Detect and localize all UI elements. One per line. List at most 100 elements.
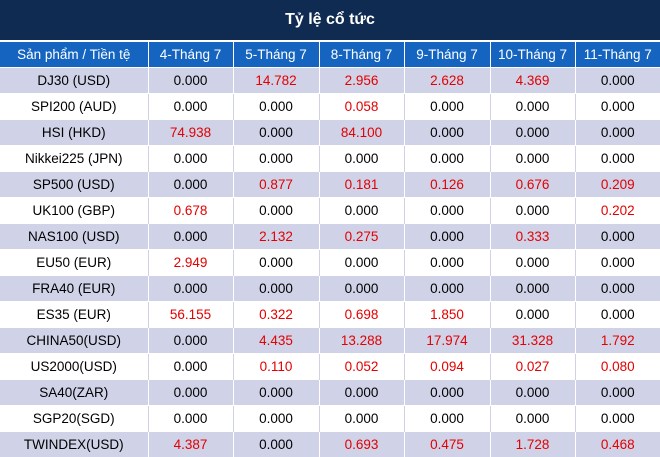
header-date: 10-Tháng 7 [489, 41, 575, 68]
dividend-value: 0.000 [574, 145, 660, 172]
dividend-value: 0.275 [318, 223, 404, 250]
dividend-value: 31.328 [489, 327, 575, 354]
dividend-value: 1.850 [403, 301, 490, 328]
dividend-value: 14.782 [232, 67, 319, 94]
dividend-value: 0.000 [574, 223, 660, 250]
header-row: Sản phẩm / Tiền tệ 4-Tháng 7 5-Tháng 7 8… [0, 41, 660, 68]
table-row: EU50 (EUR) 2.949 0.000 0.000 0.000 0.000 0.000 [0, 249, 660, 276]
dividend-value: 0.000 [574, 93, 660, 120]
dividend-value: 0.000 [489, 275, 575, 302]
table-row: TWINDEX(USD) 4.387 0.000 0.693 0.475 1.728 0.4… [0, 431, 660, 457]
dividend-value: 0.333 [489, 223, 575, 250]
product-name: NAS100 (USD) [0, 223, 148, 250]
table-row: FRA40 (EUR) 0.000 0.000 0.000 0.000 0.000 0.00… [0, 275, 660, 302]
table-row: SPI200 (AUD) 0.000 0.000 0.058 0.000 0.000 0.0… [0, 93, 660, 120]
dividend-value: 0.126 [403, 171, 490, 198]
dividend-value: 2.949 [147, 249, 233, 276]
dividend-value: 0.000 [403, 119, 490, 146]
dividend-value: 0.000 [147, 171, 233, 198]
dividend-value: 0.052 [318, 353, 404, 380]
dividend-value: 0.000 [318, 379, 404, 406]
table-row: SA40(ZAR) 0.000 0.000 0.000 0.000 0.000 0.000 [0, 379, 660, 406]
dividend-value: 4.369 [489, 67, 575, 94]
product-name: CHINA50(USD) [0, 327, 148, 354]
dividend-value: 0.000 [318, 145, 404, 172]
dividend-value: 0.000 [147, 275, 233, 302]
product-name: SP500 (USD) [0, 171, 148, 198]
dividend-value: 0.000 [232, 275, 319, 302]
dividend-value: 2.132 [232, 223, 319, 250]
dividend-value: 0.000 [232, 249, 319, 276]
dividend-value: 0.000 [403, 405, 490, 432]
table-row: CHINA50(USD) 0.000 4.435 13.288 17.974 31.328… [0, 327, 660, 354]
dividend-value: 74.938 [147, 119, 233, 146]
dividend-value: 1.792 [574, 327, 660, 354]
header-date: 4-Tháng 7 [147, 41, 233, 68]
table-row: DJ30 (USD) 0.000 14.782 2.956 2.628 4.369 0.00… [0, 67, 660, 94]
dividend-value: 0.000 [147, 93, 233, 120]
dividend-value: 0.000 [318, 275, 404, 302]
table-row: US2000(USD) 0.000 0.110 0.052 0.094 0.027 0.08… [0, 353, 660, 380]
table-row: ES35 (EUR) 56.155 0.322 0.698 1.850 0.000 0.00… [0, 301, 660, 328]
dividend-value: 0.000 [232, 197, 319, 224]
dividend-value: 0.000 [403, 93, 490, 120]
header-date: 11-Tháng 7 [574, 41, 660, 68]
dividend-value: 0.080 [574, 353, 660, 380]
dividend-value: 0.000 [403, 197, 490, 224]
dividend-value: 0.000 [318, 249, 404, 276]
product-name: DJ30 (USD) [0, 67, 148, 94]
dividend-value: 13.288 [318, 327, 404, 354]
dividend-value: 0.000 [403, 275, 490, 302]
dividend-value: 0.698 [318, 301, 404, 328]
dividend-table: Sản phẩm / Tiền tệ 4-Tháng 7 5-Tháng 7 8… [0, 41, 660, 457]
dividend-value: 0.000 [147, 353, 233, 380]
header-product: Sản phẩm / Tiền tệ [0, 41, 148, 68]
dividend-value: 0.027 [489, 353, 575, 380]
dividend-value: 0.000 [489, 405, 575, 432]
dividend-value: 0.000 [232, 405, 319, 432]
dividend-value: 0.000 [489, 93, 575, 120]
product-name: HSI (HKD) [0, 119, 148, 146]
dividend-value: 0.322 [232, 301, 319, 328]
dividend-value: 0.000 [489, 379, 575, 406]
dividend-value: 0.877 [232, 171, 319, 198]
dividend-value: 0.000 [489, 249, 575, 276]
dividend-value: 4.387 [147, 431, 233, 457]
dividend-value: 0.000 [489, 197, 575, 224]
table-row: Nikkei225 (JPN) 0.000 0.000 0.000 0.000 0.000… [0, 145, 660, 172]
dividend-value: 0.000 [574, 67, 660, 94]
panel-title: Tỷ lệ cổ tức [0, 0, 660, 41]
dividend-value: 0.000 [574, 301, 660, 328]
dividend-value: 0.000 [147, 223, 233, 250]
dividend-value: 0.209 [574, 171, 660, 198]
dividend-value: 4.435 [232, 327, 319, 354]
product-name: SPI200 (AUD) [0, 93, 148, 120]
product-name: FRA40 (EUR) [0, 275, 148, 302]
dividend-value: 0.110 [232, 353, 319, 380]
table-row: UK100 (GBP) 0.678 0.000 0.000 0.000 0.000 0.20… [0, 197, 660, 224]
dividend-value: 0.000 [318, 405, 404, 432]
dividend-value: 0.468 [574, 431, 660, 457]
product-name: ES35 (EUR) [0, 301, 148, 328]
dividend-value: 0.000 [489, 145, 575, 172]
dividend-value: 2.628 [403, 67, 490, 94]
product-name: EU50 (EUR) [0, 249, 148, 276]
product-name: UK100 (GBP) [0, 197, 148, 224]
dividend-value: 0.000 [147, 379, 233, 406]
dividend-value: 0.000 [232, 145, 319, 172]
dividend-value: 0.000 [232, 379, 319, 406]
dividend-value: 0.676 [489, 171, 575, 198]
dividend-value: 0.000 [147, 145, 233, 172]
dividend-value: 0.693 [318, 431, 404, 457]
dividend-value: 17.974 [403, 327, 490, 354]
product-name: TWINDEX(USD) [0, 431, 148, 457]
dividend-value: 0.000 [318, 197, 404, 224]
table-row: SGP20(SGD) 0.000 0.000 0.000 0.000 0.000 0.000 [0, 405, 660, 432]
dividend-value: 0.000 [147, 67, 233, 94]
product-name: Nikkei225 (JPN) [0, 145, 148, 172]
header-date: 9-Tháng 7 [403, 41, 490, 68]
table-row: HSI (HKD) 74.938 0.000 84.100 0.000 0.000 0.00… [0, 119, 660, 146]
dividend-value: 0.000 [574, 379, 660, 406]
dividend-value: 0.000 [403, 145, 490, 172]
